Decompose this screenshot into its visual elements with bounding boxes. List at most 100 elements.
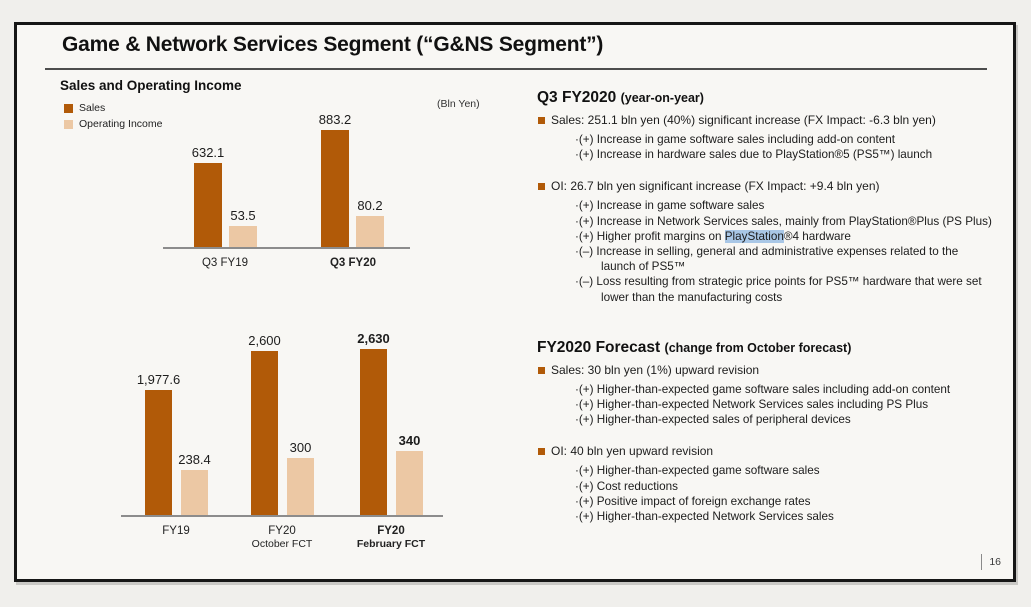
page-number: 16	[989, 556, 1001, 568]
category-label-q3fy20: Q3 FY20	[329, 257, 377, 269]
operating-income-bar	[356, 216, 384, 247]
bullet-text: OI: 26.7 bln yen significant increase (F…	[551, 179, 880, 194]
bar-value-label: 340	[398, 433, 421, 448]
bar-value-label: 1,977.6	[136, 372, 181, 387]
section-heading-suffix: (change from October forecast)	[664, 340, 852, 355]
section-heading-main: FY2020 Forecast	[537, 338, 661, 356]
bar-column: 80.2	[356, 199, 384, 247]
bullet-text: OI: 40 bln yen upward revision	[551, 444, 714, 459]
sub-bullet: ·(+) Higher-than-expected Network Servic…	[575, 398, 929, 412]
category-line1: FY20	[268, 525, 296, 537]
x-axis-line	[121, 515, 443, 517]
bar-value-label: 632.1	[191, 145, 225, 160]
sales-bar	[360, 349, 387, 515]
bar-group-fy20-february: 2,630 340	[357, 331, 423, 515]
sub-bullet: ·(–) Increase in selling, general and ad…	[575, 245, 959, 274]
bar-column: 340	[396, 434, 423, 515]
bullet-sales: Sales: 251.1 bln yen (40%) significant i…	[537, 113, 1015, 128]
q3-bar-chart: 632.1 53.5 883.2 80.2	[163, 107, 410, 287]
section-fy2020-forecast: FY2020 Forecast (change from October for…	[537, 339, 1015, 524]
bullet-text: Sales: 251.1 bln yen (40%) significant i…	[551, 113, 936, 127]
bar-column: 238.4	[178, 452, 211, 515]
sales-bar	[145, 390, 172, 515]
sub-bullet: ·(+) Positive impact of foreign exchange…	[575, 494, 811, 508]
bar-column: 53.5	[229, 209, 257, 247]
legend-label-operating-income: Operating Income	[79, 118, 163, 130]
bar-value-label: 80.2	[357, 198, 383, 213]
sub-bullet-list: ·(+) Higher-than-expected game software …	[575, 463, 1015, 524]
bar-group-q3fy20: 883.2 80.2	[318, 112, 384, 247]
unit-label: (Bln Yen)	[437, 98, 480, 110]
bar-group-fy20-october: 2,600 300	[248, 333, 314, 515]
bar-column: 632.1	[191, 145, 225, 247]
category-label-fy19: FY19	[162, 525, 190, 537]
category-line2: February FCT	[356, 538, 426, 550]
bullet-text: Sales: 30 bln yen (1%) upward revision	[551, 362, 760, 377]
sub-bullet: ·(+) Increase in hardware sales due to P…	[575, 148, 933, 162]
bar-value-label: 883.2	[318, 112, 352, 127]
sub-bullet: ·(+) Increase in game software sales inc…	[575, 133, 895, 146]
sales-swatch-icon	[64, 103, 73, 113]
sub-bullet-post: ®4 hardware	[783, 229, 851, 243]
section-heading-suffix: (year-on-year)	[620, 91, 704, 105]
title-underline	[45, 68, 987, 70]
bar-value-label: 238.4	[178, 452, 211, 467]
slide-title: Game & Network Services Segment (“G&NS S…	[62, 33, 604, 56]
bar-column: 1,977.6	[137, 373, 180, 515]
highlighted-text: PlayStation	[724, 229, 784, 243]
legend-label-sales: Sales	[79, 102, 106, 114]
sub-bullet: ·(+) Higher-than-expected Network Servic…	[575, 510, 834, 524]
sub-bullet: ·(+) Higher profit margins on PlayStatio…	[575, 229, 1015, 244]
operating-income-bar	[396, 451, 423, 515]
bar-value-label: 300	[289, 440, 312, 455]
operating-income-bar	[287, 458, 314, 515]
category-label-fy20-february: FY20 February FCT	[357, 525, 425, 550]
bar-value-label: 2,600	[248, 333, 281, 348]
bar-column: 2,630	[357, 331, 390, 515]
bullet-square-icon	[538, 448, 545, 456]
sub-bullet-list: ·(+) Increase in game software sales inc…	[575, 132, 1015, 162]
bar-column: 883.2	[318, 112, 352, 247]
bar-group-q3fy19: 632.1 53.5	[191, 145, 257, 247]
category-line1: FY19	[162, 525, 190, 537]
q3-chart-plot-area: 632.1 53.5 883.2 80.2	[163, 107, 410, 247]
sub-bullet: ·(+) Increase in Network Services sales,…	[575, 214, 992, 228]
legend-item-operating-income: Operating Income	[64, 118, 162, 130]
bullet-operating-income: OI: 26.7 bln yen significant increase (F…	[537, 179, 1015, 194]
x-axis-line	[163, 247, 410, 249]
section-heading: Q3 FY2020 (year-on-year)	[537, 89, 1015, 107]
sub-bullet: ·(+) Cost reductions	[575, 479, 678, 493]
sub-bullet-list: ·(+) Higher-than-expected game software …	[575, 382, 1015, 428]
sales-bar	[194, 163, 222, 247]
bullet-square-icon	[538, 366, 545, 374]
bar-group-fy19: 1,977.6 238.4	[137, 373, 211, 515]
bullet-square-icon	[538, 117, 545, 124]
section-q3-fy2020: Q3 FY2020 (year-on-year) Sales: 251.1 bl…	[537, 89, 1015, 305]
legend-item-sales: Sales	[64, 102, 162, 114]
bar-column: 300	[287, 441, 314, 515]
sub-bullet: ·(–) Loss resulting from strategic price…	[575, 275, 982, 304]
page-number-divider	[981, 554, 982, 570]
bar-column: 2,600	[248, 333, 281, 515]
sub-bullet: ·(+) Higher-than-expected sales of perip…	[575, 413, 851, 427]
operating-income-bar	[181, 470, 208, 515]
sales-bar	[251, 351, 278, 515]
section-heading: FY2020 Forecast (change from October for…	[537, 339, 1015, 357]
chart-legend: Sales Operating Income	[64, 102, 162, 134]
sub-bullet: ·(+) Higher-than-expected game software …	[575, 464, 820, 478]
section-heading-main: Q3 FY2020	[537, 89, 617, 106]
bar-value-label: 53.5	[230, 208, 256, 223]
operating-income-bar	[229, 226, 257, 247]
full-year-bar-chart: 1,977.6 238.4 2,600 300	[121, 327, 443, 567]
sub-bullet-pre: ·(+) Higher profit margins on	[575, 229, 725, 243]
sub-bullet: ·(+) Increase in game software sales	[575, 199, 765, 213]
commentary-column: Q3 FY2020 (year-on-year) Sales: 251.1 bl…	[537, 89, 1015, 524]
category-line2: October FCT	[251, 538, 313, 550]
sub-bullet: ·(+) Higher-than-expected game software …	[575, 382, 951, 396]
bullet-sales: Sales: 30 bln yen (1%) upward revision	[537, 363, 1015, 378]
bar-value-label: 2,630	[357, 331, 390, 346]
bullet-operating-income: OI: 40 bln yen upward revision	[537, 444, 1015, 459]
category-line1: FY20	[377, 525, 405, 537]
category-label-fy20-october: FY20 October FCT	[252, 525, 313, 550]
sub-bullet-list: ·(+) Increase in game software sales ·(+…	[575, 198, 1015, 304]
